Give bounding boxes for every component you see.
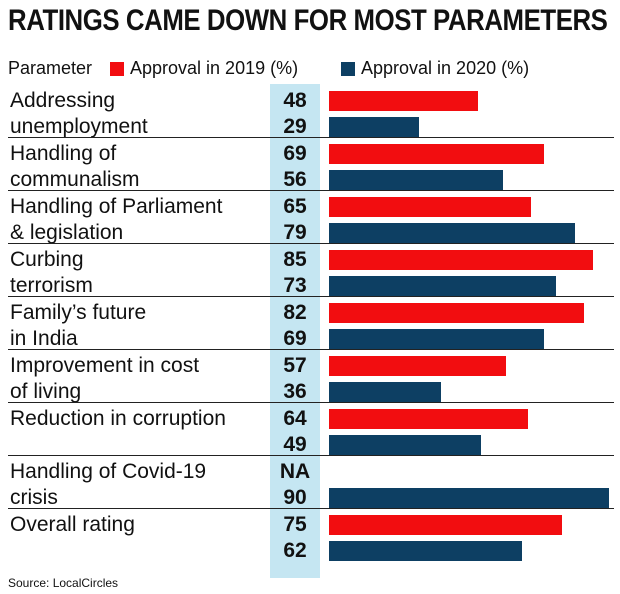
legend-label-2019: Approval in 2019 (%) [130, 58, 299, 78]
bar-2020 [329, 382, 441, 402]
category-label: unemployment [10, 115, 148, 138]
bar-2019 [329, 197, 531, 217]
bar-2019 [329, 409, 528, 429]
value-label-2019: 85 [283, 248, 307, 271]
value-label-2019: 57 [283, 354, 307, 377]
bar-2019 [329, 356, 506, 376]
row-separator [8, 190, 614, 191]
category-label: crisis [10, 486, 58, 509]
row-separator [8, 349, 614, 350]
legend-parameter: Parameter [8, 58, 92, 79]
category-label: terrorism [10, 274, 93, 297]
row-separator [8, 402, 614, 403]
legend-swatch-2020 [341, 61, 355, 76]
category-label: Handling of [10, 142, 117, 165]
row-separator [8, 455, 614, 456]
bar-2020 [329, 223, 575, 243]
value-label-2019: 48 [283, 89, 307, 112]
category-label: of living [10, 380, 82, 403]
value-label-2019: 64 [283, 407, 307, 430]
bar-2020 [329, 435, 481, 455]
bar-2019 [329, 91, 478, 111]
row-separator [8, 296, 614, 297]
legend-label-2020: Approval in 2020 (%) [361, 58, 530, 78]
category-label: Overall rating [10, 513, 135, 536]
value-label-2020: 73 [283, 274, 307, 297]
row-separator [8, 508, 614, 509]
value-label-2020: 69 [283, 327, 307, 350]
bar-2019 [329, 303, 584, 323]
category-label: Handling of Covid-19 [10, 460, 207, 483]
bar-2020 [329, 329, 544, 349]
category-label: Family’s future [10, 301, 147, 324]
bar-2019 [329, 250, 593, 270]
bar-2019 [329, 515, 562, 535]
value-label-2020: 49 [283, 433, 307, 456]
category-label: & legislation [10, 221, 124, 244]
legend-2019: Approval in 2019 (%) [110, 58, 298, 79]
bar-2020 [329, 541, 522, 561]
bar-2019 [329, 144, 544, 164]
category-label: Improvement in cost [10, 354, 200, 377]
value-label-2020: 36 [283, 380, 307, 403]
legend-2020: Approval in 2020 (%) [341, 58, 529, 79]
bar-2020 [329, 170, 503, 190]
value-label-2020: 56 [283, 168, 307, 191]
category-label: Handling of Parliament [10, 195, 223, 218]
value-label-2019: 82 [283, 301, 307, 324]
category-label: Addressing [10, 89, 116, 112]
chart-title: RATINGS CAME DOWN FOR MOST PARAMETERS [8, 4, 608, 37]
row-separator [8, 243, 614, 244]
bar-2020 [329, 117, 419, 137]
legend-swatch-2019 [110, 61, 124, 76]
source-note: Source: LocalCircles [8, 576, 119, 590]
legend-parameter-label: Parameter [8, 58, 93, 78]
value-label-2020: 90 [283, 486, 307, 509]
value-label-2019: NA [279, 460, 311, 483]
category-label: Reduction in corruption [10, 407, 226, 430]
value-column-background [270, 84, 320, 578]
category-label: communalism [10, 168, 140, 191]
value-label-2020: 29 [283, 115, 307, 138]
category-label: in India [10, 327, 78, 350]
value-label-2020: 62 [283, 539, 307, 562]
value-label-2019: 65 [283, 195, 307, 218]
value-label-2019: 69 [283, 142, 307, 165]
value-label-2019: 75 [283, 513, 307, 536]
value-label-2020: 79 [283, 221, 307, 244]
row-separator [8, 137, 614, 138]
bar-2020 [329, 276, 556, 296]
bar-2020 [329, 488, 609, 508]
category-label: Curbing [10, 248, 84, 271]
